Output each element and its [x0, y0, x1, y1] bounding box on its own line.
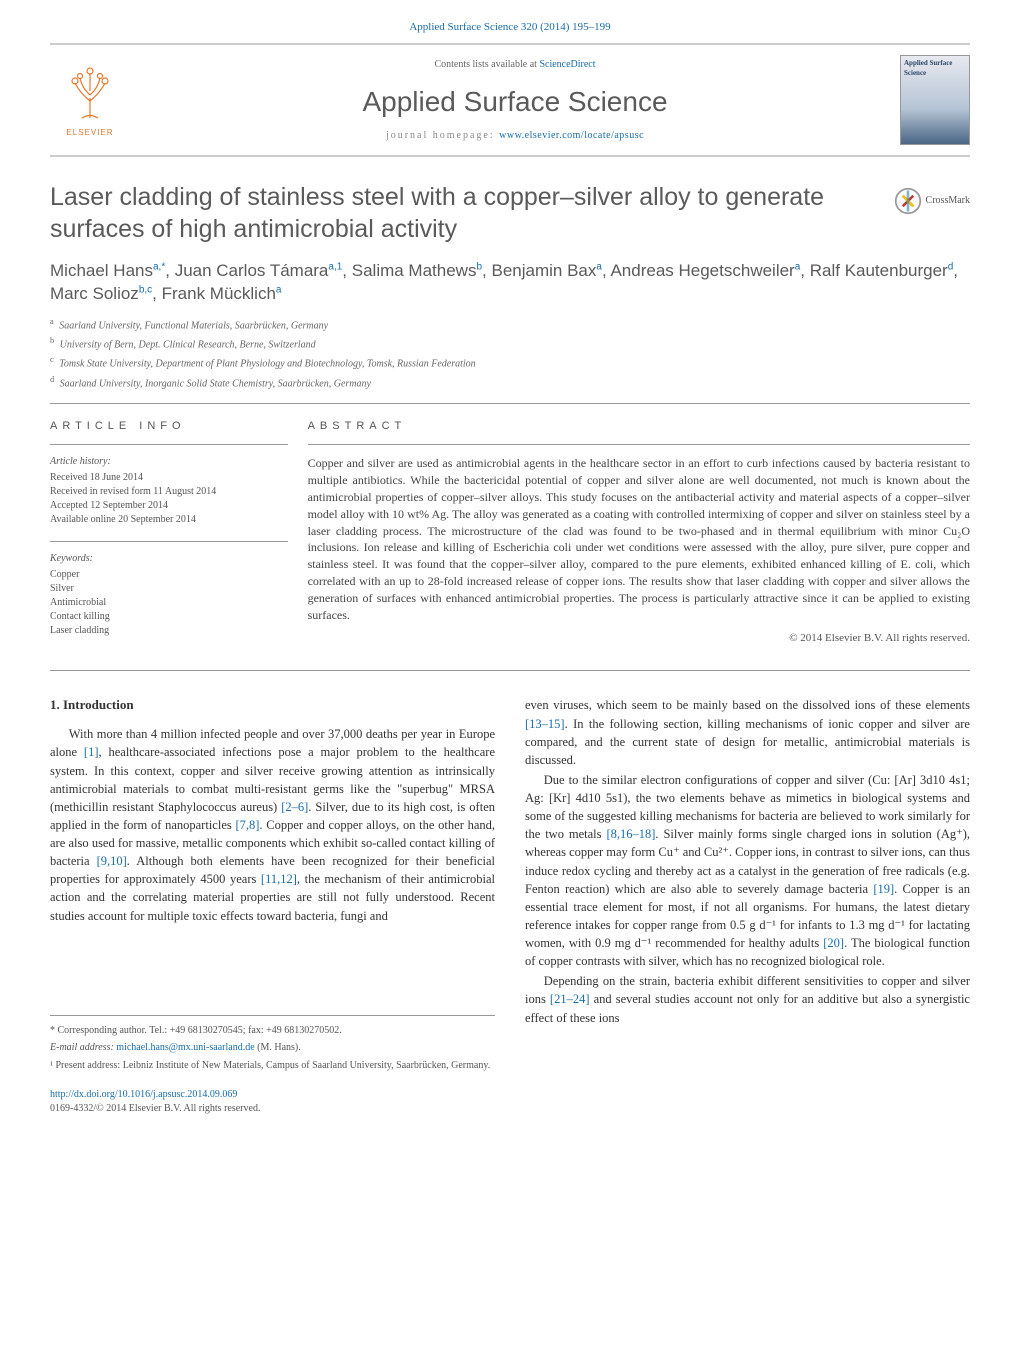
affiliation-line: c Tomsk State University, Department of …	[50, 354, 970, 371]
keywords-block: Keywords: CopperSilverAntimicrobialConta…	[50, 552, 288, 638]
sciencedirect-link[interactable]: ScienceDirect	[539, 59, 595, 70]
citation-ref[interactable]: [19]	[873, 882, 894, 896]
citation-ref[interactable]: [7,8]	[235, 818, 259, 832]
corresponding-author-note: * Corresponding author. Tel.: +49 681302…	[50, 1024, 495, 1039]
email-line: E-mail address: michael.hans@mx.uni-saar…	[50, 1041, 495, 1056]
author: Salima Mathewsb	[352, 261, 482, 280]
author-list: Michael Hansa,*, Juan Carlos Támaraa,1, …	[50, 260, 970, 306]
contents-available-line: Contents lists available at ScienceDirec…	[150, 58, 880, 72]
intro-para-1: With more than 4 million infected people…	[50, 725, 495, 924]
abstract-text: Copper and silver are used as antimicrob…	[308, 455, 970, 623]
footnotes-block: * Corresponding author. Tel.: +49 681302…	[50, 1015, 495, 1074]
author-email-link[interactable]: michael.hans@mx.uni-saarland.de	[116, 1042, 254, 1053]
body-text: . In the following section, killing mech…	[525, 717, 970, 767]
affiliation-line: b University of Bern, Dept. Clinical Res…	[50, 335, 970, 352]
journal-homepage-line: journal homepage: www.elsevier.com/locat…	[150, 129, 880, 143]
page-footer-info: http://dx.doi.org/10.1016/j.apsusc.2014.…	[50, 1088, 970, 1116]
crossmark-icon	[894, 187, 922, 215]
intro-para-3: Due to the similar electron configuratio…	[525, 771, 970, 970]
banner-center: Contents lists available at ScienceDirec…	[130, 58, 900, 143]
history-header: Article history:	[50, 455, 288, 469]
history-line: Received in revised form 11 August 2014	[50, 485, 288, 499]
history-line: Accepted 12 September 2014	[50, 499, 288, 513]
citation-ref[interactable]: [13–15]	[525, 717, 565, 731]
abstract-heading: abstract	[308, 419, 970, 434]
author: Frank Mücklicha	[162, 284, 282, 303]
body-text: and several studies account not only for…	[525, 992, 970, 1024]
crossmark-label: CrossMark	[926, 194, 970, 208]
keyword: Antimicrobial	[50, 596, 288, 610]
article-body: 1. Introduction With more than 4 million…	[50, 696, 970, 1073]
body-text: even viruses, which seem to be mainly ba…	[525, 698, 970, 712]
publisher-name: ELSEVIER	[66, 127, 113, 138]
article-history-block: Article history: Received 18 June 2014Re…	[50, 455, 288, 527]
affiliation-line: a Saarland University, Functional Materi…	[50, 316, 970, 333]
journal-title: Applied Surface Science	[150, 82, 880, 121]
author: Michael Hansa,*	[50, 261, 165, 280]
history-line: Available online 20 September 2014	[50, 513, 288, 527]
journal-citation: Applied Surface Science 320 (2014) 195–1…	[50, 20, 970, 35]
citation-ref[interactable]: [9,10]	[97, 854, 127, 868]
author: Marc Soliozb,c	[50, 284, 152, 303]
citation-ref[interactable]: [1]	[84, 745, 99, 759]
crossmark-badge[interactable]: CrossMark	[894, 187, 970, 215]
article-header: Laser cladding of stainless steel with a…	[50, 182, 970, 245]
present-address-note: ¹ Present address: Leibniz Institute of …	[50, 1059, 495, 1074]
author: Ralf Kautenburgerd	[810, 261, 954, 280]
author: Benjamin Baxa	[491, 261, 601, 280]
keyword: Laser cladding	[50, 624, 288, 638]
article-info-heading: article info	[50, 419, 288, 434]
journal-banner: ELSEVIER Contents lists available at Sci…	[50, 43, 970, 157]
abstract-rule	[308, 444, 970, 445]
affiliation-line: d Saarland University, Inorganic Solid S…	[50, 374, 970, 391]
intro-para-2: even viruses, which seem to be mainly ba…	[525, 696, 970, 769]
journal-cover-thumbnail: Applied Surface Science	[900, 55, 970, 145]
contents-prefix: Contents lists available at	[434, 59, 539, 70]
citation-ref[interactable]: [8,16–18]	[606, 827, 655, 841]
citation-ref[interactable]: [20]	[823, 936, 844, 950]
section-heading-introduction: 1. Introduction	[50, 696, 495, 715]
elsevier-tree-icon	[60, 63, 120, 123]
history-line: Received 18 June 2014	[50, 471, 288, 485]
info-abstract-row: article info Article history: Received 1…	[50, 419, 970, 671]
citation-ref[interactable]: [21–24]	[550, 992, 590, 1006]
keyword: Contact killing	[50, 610, 288, 624]
author: Andreas Hegetschweilera	[610, 261, 800, 280]
citation-ref[interactable]: [11,12]	[261, 872, 297, 886]
cover-title: Applied Surface Science	[904, 59, 966, 79]
email-label: E-mail address:	[50, 1042, 116, 1053]
abstract-column: abstract Copper and silver are used as a…	[308, 419, 970, 652]
publisher-logo: ELSEVIER	[50, 55, 130, 145]
info-rule	[50, 541, 288, 542]
article-title: Laser cladding of stainless steel with a…	[50, 182, 970, 245]
affiliations-block: a Saarland University, Functional Materi…	[50, 316, 970, 404]
info-rule	[50, 444, 288, 445]
author: Juan Carlos Támaraa,1	[175, 261, 343, 280]
intro-para-4: Depending on the strain, bacteria exhibi…	[525, 972, 970, 1026]
citation-ref[interactable]: [2–6]	[281, 800, 308, 814]
email-attribution: (M. Hans).	[255, 1042, 301, 1053]
issn-copyright: 0169-4332/© 2014 Elsevier B.V. All right…	[50, 1102, 970, 1116]
homepage-link[interactable]: www.elsevier.com/locate/apsusc	[499, 130, 644, 141]
keyword: Silver	[50, 582, 288, 596]
homepage-prefix: journal homepage:	[386, 130, 499, 141]
doi-link[interactable]: http://dx.doi.org/10.1016/j.apsusc.2014.…	[50, 1088, 970, 1102]
abstract-copyright: © 2014 Elsevier B.V. All rights reserved…	[308, 631, 970, 646]
article-info-column: article info Article history: Received 1…	[50, 419, 308, 652]
keyword: Copper	[50, 568, 288, 582]
keywords-header: Keywords:	[50, 552, 288, 566]
